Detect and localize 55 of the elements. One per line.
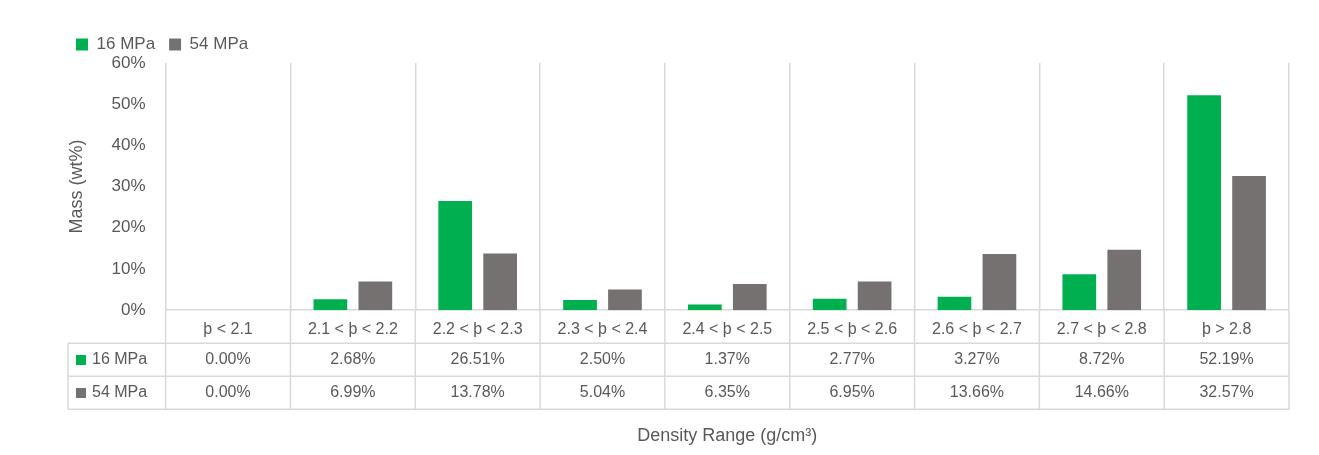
- data-label: 2.50%: [579, 350, 626, 368]
- bar: [1107, 249, 1142, 311]
- bar: [857, 281, 892, 311]
- bar: [608, 289, 642, 311]
- bar: [1187, 95, 1221, 311]
- data-label: 26.51%: [450, 350, 505, 368]
- bar: [438, 200, 473, 311]
- bar: [483, 253, 517, 311]
- x-tick-label: 2.1 < þ < 2.2: [307, 320, 398, 338]
- data-label: 8.72%: [1079, 350, 1125, 368]
- data-label: 0.00%: [205, 350, 251, 368]
- text: 16 MPa: [92, 350, 148, 368]
- bar: [812, 298, 847, 311]
- legend-label: 16 MPa: [96, 34, 156, 54]
- bar: [1232, 176, 1266, 311]
- data-label: 14.66%: [1074, 383, 1129, 401]
- bar: [313, 299, 348, 311]
- x-tick-label: 2.2 < þ < 2.3: [432, 320, 523, 338]
- bar: [732, 284, 767, 311]
- data-label: 1.37%: [704, 350, 750, 368]
- y-tick-label: 30%: [111, 176, 146, 196]
- data-label: 2.68%: [330, 350, 376, 368]
- data-label: 32.57%: [1199, 383, 1254, 401]
- data-label: 2.77%: [829, 350, 875, 368]
- x-tick-label: 2.5 < þ < 2.6: [807, 320, 898, 338]
- y-tick-label: 0%: [121, 299, 146, 319]
- y-tick-label: 50%: [111, 93, 146, 113]
- data-label: 6.95%: [829, 383, 875, 401]
- x-tick-label: 2.6 < þ < 2.7: [932, 320, 1022, 338]
- bar: [563, 299, 597, 311]
- legend-label: 54 MPa: [189, 34, 249, 54]
- x-tick-label: þ < 2.1: [203, 320, 253, 338]
- x-tick-label: 2.3 < þ < 2.4: [557, 320, 648, 338]
- data-label: 52.19%: [1199, 350, 1254, 368]
- bar: [358, 281, 393, 311]
- y-tick-label: 40%: [111, 135, 146, 155]
- y-tick-label: 60%: [111, 52, 146, 72]
- data-label: 13.66%: [949, 383, 1005, 401]
- data-label: 3.27%: [954, 350, 1000, 368]
- x-tick-label: þ > 2.8: [1201, 320, 1252, 338]
- x-tick-label: 2.4 < þ < 2.5: [682, 320, 773, 338]
- x-axis-title: Density Range (g/cm³): [637, 425, 818, 446]
- y-tick-label: 10%: [111, 258, 146, 278]
- y-axis-title: Mass (wt%): [65, 139, 86, 234]
- bar: [1062, 274, 1097, 311]
- x-tick-label: 2.7 < þ < 2.8: [1056, 320, 1147, 338]
- data-label: 13.78%: [450, 383, 505, 401]
- data-label: 0.00%: [205, 383, 251, 401]
- text: 54 MPa: [92, 383, 148, 401]
- bar: [937, 296, 972, 311]
- data-label: 6.99%: [330, 383, 376, 401]
- data-label: 5.04%: [579, 383, 626, 401]
- data-label: 6.35%: [704, 383, 750, 401]
- y-tick-label: 20%: [111, 217, 146, 237]
- bar: [982, 253, 1017, 311]
